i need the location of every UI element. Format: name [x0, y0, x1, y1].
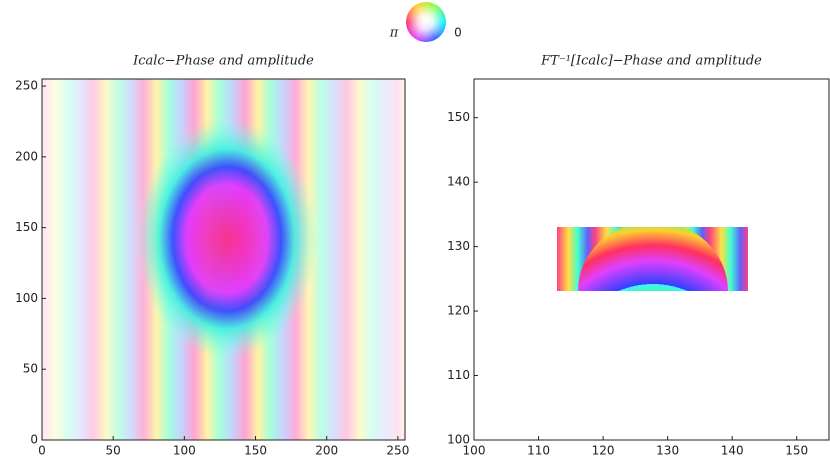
x-tick-label: 150: [244, 444, 267, 458]
x-tick-label: 110: [527, 444, 550, 458]
y-tick-label: 120: [447, 304, 470, 318]
x-tick-label: 100: [463, 444, 486, 458]
y-tick-label: 150: [15, 220, 38, 234]
y-tick-label: 100: [15, 291, 38, 305]
x-tick-label: 0: [38, 444, 46, 458]
image-blob: [137, 119, 317, 359]
x-tick-label: 100: [173, 444, 196, 458]
x-tick-label: 150: [785, 444, 808, 458]
y-tick-label: 50: [23, 362, 38, 376]
x-tick-label: 200: [315, 444, 338, 458]
y-tick-label: 250: [15, 79, 38, 93]
x-tick-label: 120: [592, 444, 615, 458]
axes-frame: [41, 78, 406, 441]
image-rings: [578, 227, 728, 291]
y-tick-label: 130: [447, 239, 470, 253]
wheel-label: π: [389, 26, 399, 41]
x-tick-label: 50: [106, 444, 121, 458]
y-tick-label: 150: [447, 110, 470, 124]
y-tick-label: 140: [447, 175, 470, 189]
x-tick-label: 250: [386, 444, 409, 458]
chart-title: Icalc−Phase and amplitude: [132, 54, 314, 69]
axes-frame: [473, 78, 830, 441]
y-tick-label: 110: [447, 368, 470, 382]
wheel-label: 0: [454, 26, 462, 40]
y-tick-label: 200: [15, 149, 38, 163]
y-tick-label: 0: [30, 433, 38, 447]
x-tick-label: 130: [656, 444, 679, 458]
y-tick-label: 100: [447, 433, 470, 447]
color-wheel: [406, 2, 446, 42]
x-tick-label: 140: [721, 444, 744, 458]
chart-title: FT⁻¹[Icalc]−Phase and amplitude: [540, 54, 762, 69]
